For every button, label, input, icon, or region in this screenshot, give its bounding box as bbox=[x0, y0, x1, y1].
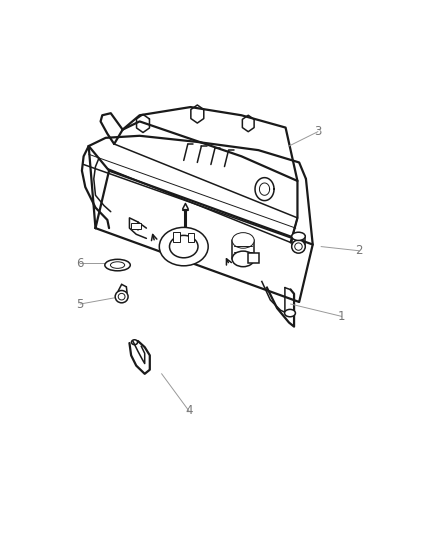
Text: 3: 3 bbox=[314, 125, 321, 138]
Ellipse shape bbox=[115, 290, 128, 303]
Ellipse shape bbox=[131, 340, 138, 345]
Text: 1: 1 bbox=[338, 310, 345, 323]
Ellipse shape bbox=[292, 240, 305, 253]
Text: 2: 2 bbox=[355, 244, 362, 257]
Text: 5: 5 bbox=[77, 297, 84, 311]
Ellipse shape bbox=[170, 236, 198, 258]
Ellipse shape bbox=[285, 309, 295, 317]
Bar bbox=[188, 233, 194, 243]
Ellipse shape bbox=[159, 228, 208, 266]
Ellipse shape bbox=[295, 243, 302, 251]
Ellipse shape bbox=[292, 232, 305, 240]
Text: 6: 6 bbox=[77, 256, 84, 270]
Ellipse shape bbox=[110, 262, 125, 268]
Ellipse shape bbox=[232, 251, 254, 266]
Ellipse shape bbox=[232, 232, 254, 248]
Bar bbox=[173, 232, 180, 243]
Bar bbox=[131, 223, 141, 229]
Ellipse shape bbox=[118, 293, 125, 300]
Bar bbox=[248, 253, 259, 263]
Ellipse shape bbox=[105, 260, 130, 271]
Text: 4: 4 bbox=[185, 404, 193, 417]
